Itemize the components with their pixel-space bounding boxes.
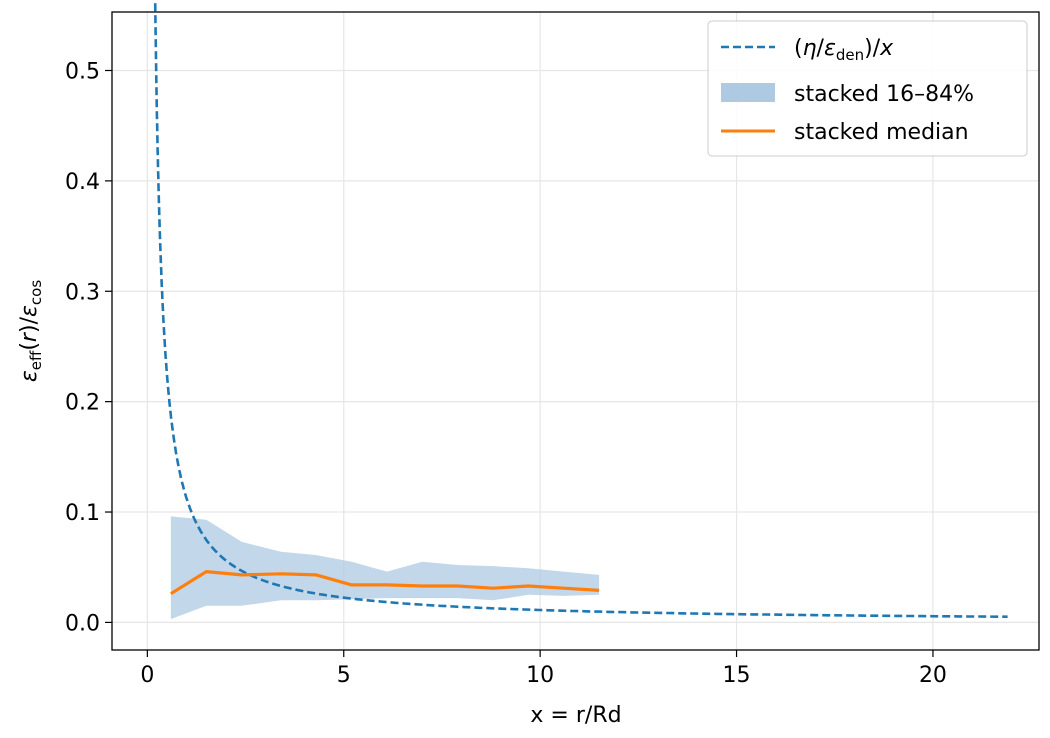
x-axis-ticks: 0 5 10 15 20 [140, 650, 947, 688]
legend-median-label: stacked median [794, 120, 969, 145]
band-area [170, 516, 600, 620]
y-tick-label: 0.4 [65, 170, 100, 195]
median-layer [170, 569, 600, 596]
y-axis-label: εeff(r)/εcos [17, 280, 45, 382]
legend: (η/εden)/x stacked 16–84% stacked median [707, 20, 1028, 157]
dashed-curve [153, 3, 1008, 619]
legend-dashed-label: (η/εden)/x [794, 36, 894, 64]
x-tick-label: 0 [140, 663, 154, 688]
x-tick-label: 15 [723, 663, 751, 688]
y-tick-label: 0.5 [65, 60, 100, 85]
y-label-sub-cos: cos [27, 280, 45, 305]
plot-frame [111, 11, 1040, 651]
y-tick-label: 0.2 [65, 391, 100, 416]
x-axis-label: x = r/Rd [530, 703, 621, 728]
median-line [170, 569, 600, 596]
band-layer [170, 516, 600, 620]
y-label-slash: )/ [17, 316, 42, 333]
y-label-epsilon: ε [17, 370, 42, 382]
x-tick-label: 20 [919, 663, 947, 688]
y-tick-label: 0.3 [65, 280, 100, 305]
y-tick-label: 0.1 [65, 501, 100, 526]
svg-text:εeff(r)/εcos: εeff(r)/εcos [17, 280, 45, 382]
y-label-r-var: r [17, 331, 42, 342]
legend-band-label: stacked 16–84% [794, 82, 974, 107]
y-label-epsilon-2: ε [17, 305, 42, 317]
legend-band-swatch [721, 83, 775, 102]
legend-box [707, 20, 1028, 157]
y-label-r: ( [17, 342, 42, 351]
x-tick-label: 10 [526, 663, 554, 688]
dashed-layer [153, 3, 1008, 619]
y-label-sub-eff: eff [27, 350, 45, 370]
y-tick-label: 0.0 [65, 611, 100, 636]
y-axis-ticks: 0.0 0.1 0.2 0.3 0.4 0.5 [65, 60, 112, 636]
x-tick-label: 5 [337, 663, 351, 688]
